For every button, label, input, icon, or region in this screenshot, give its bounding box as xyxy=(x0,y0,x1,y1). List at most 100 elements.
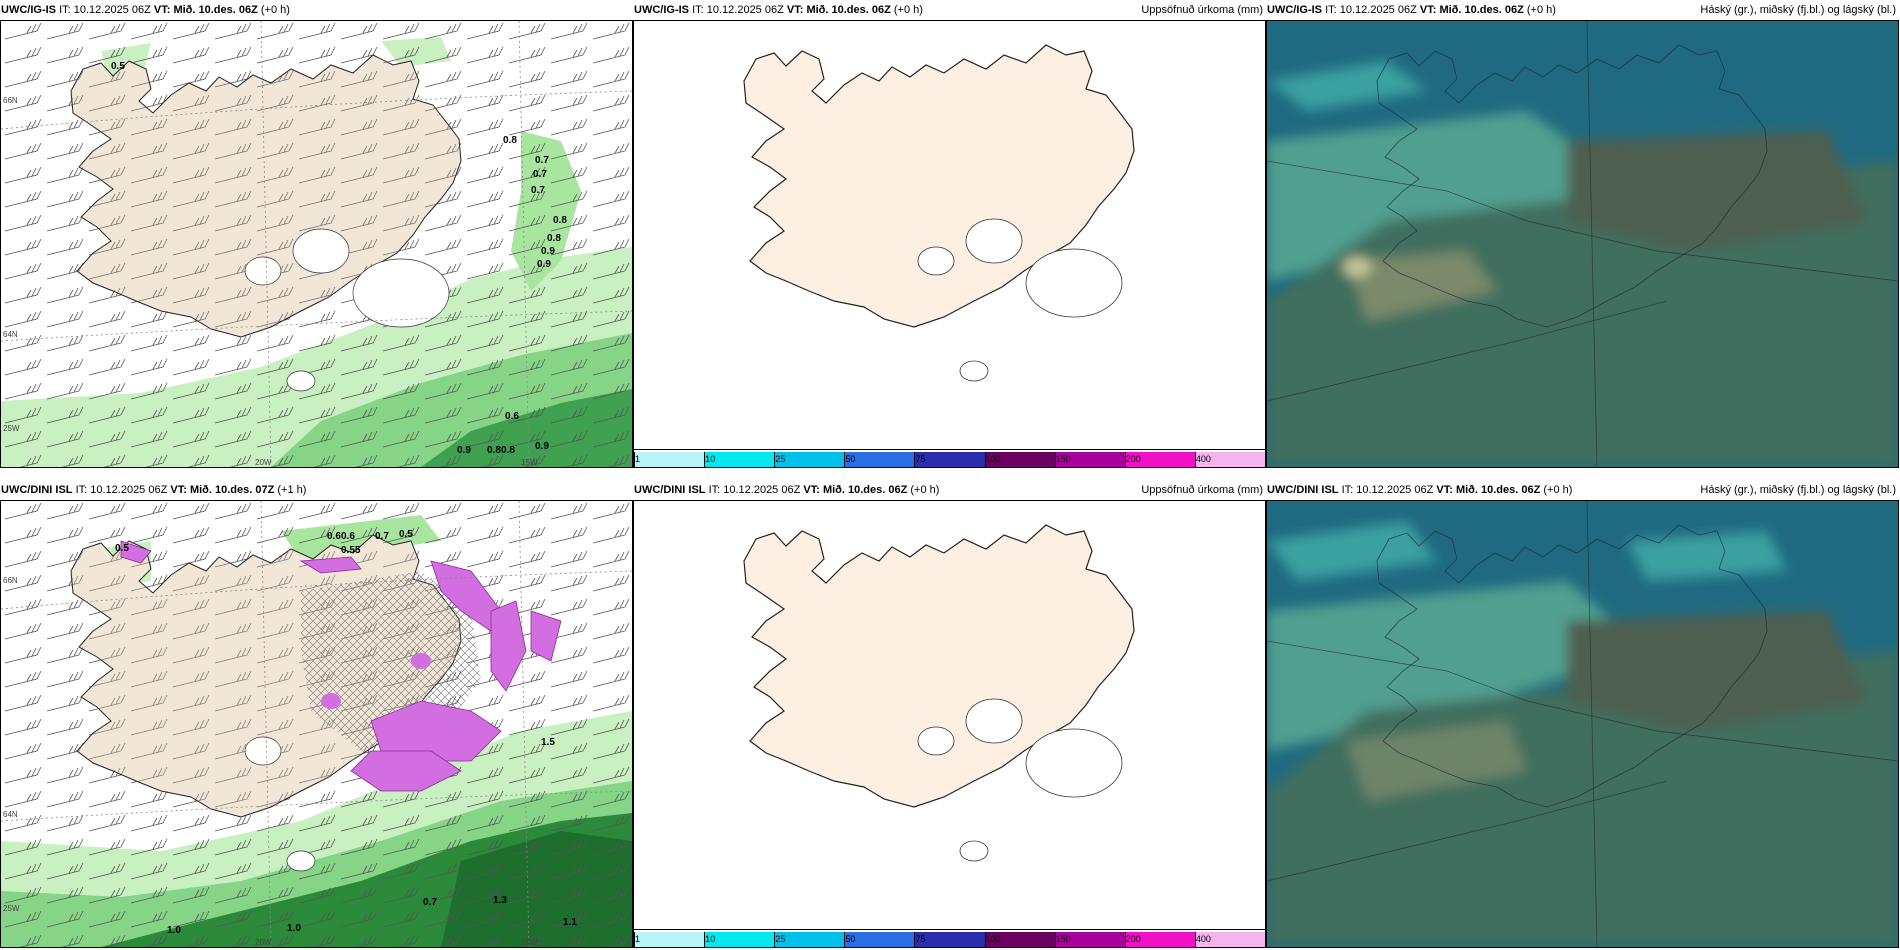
glacier xyxy=(286,370,316,392)
colorbar-tick-label: 25 xyxy=(775,934,786,944)
grid-label: 25W xyxy=(3,424,20,433)
colorbar: 1 10 25 50 75 100 150 200 400 xyxy=(634,929,1265,947)
gridline xyxy=(1267,160,1898,282)
colorbar-tick-label: 200 xyxy=(1125,934,1141,944)
glacier xyxy=(1025,728,1123,798)
value-label: 1.0 xyxy=(287,923,301,934)
value-label: 0.7 xyxy=(535,155,549,166)
colorbar-tick-label: 75 xyxy=(915,934,926,944)
value-label: 0.9 xyxy=(537,259,551,270)
colorbar-swatch xyxy=(844,452,915,467)
gridline xyxy=(1267,780,1668,882)
value-label: 0.7 xyxy=(423,897,437,908)
cloud-map xyxy=(1266,500,1899,948)
colorbar-tick-label: 10 xyxy=(705,454,716,464)
glacier xyxy=(965,218,1023,264)
glacier xyxy=(959,840,989,862)
gridline xyxy=(1267,640,1898,762)
cloud-map-svg xyxy=(1267,21,1898,467)
value-label: 0.55 xyxy=(341,545,361,556)
colorbar-swatch xyxy=(984,452,1055,467)
value-label: 0.8 xyxy=(487,445,501,456)
cloud-map xyxy=(1266,20,1899,468)
gridline xyxy=(1586,501,1598,947)
value-label: 1.0 xyxy=(167,925,181,936)
gridline xyxy=(1,310,632,342)
value-label: 0.9 xyxy=(541,246,555,257)
precip-purple xyxy=(530,610,562,662)
panel-header: UWC/DINI ISL IT: 10.12.2025 06Z VT: Mið.… xyxy=(634,484,1263,496)
value-label: 0.7 xyxy=(375,531,389,542)
colorbar-tick-label: 100 xyxy=(985,454,1001,464)
glacier xyxy=(244,256,282,286)
gridline xyxy=(1267,300,1668,402)
colorbar-tick-label: 75 xyxy=(915,454,926,464)
value-label: 0.8 xyxy=(547,233,561,244)
colorbar-swatch xyxy=(1194,452,1265,467)
gridline xyxy=(1586,21,1598,467)
colorbar-swatch xyxy=(1054,452,1125,467)
gridline xyxy=(260,501,272,947)
grid-label: 15W xyxy=(521,458,538,467)
glacier xyxy=(965,698,1023,744)
value-label: 0.6 xyxy=(341,531,355,542)
gridline xyxy=(1,90,632,130)
panel-header: UWC/DINI ISL IT: 10.12.2025 06Z VT: Mið.… xyxy=(1267,484,1896,496)
colorbar-tick-label: 1 xyxy=(635,934,641,944)
cloud-map-svg xyxy=(1267,501,1898,947)
colorbar-tick-label: 10 xyxy=(705,934,716,944)
value-label: 0.8 xyxy=(503,135,517,146)
value-label: 0.7 xyxy=(531,185,545,196)
glacier xyxy=(286,850,316,872)
colorbar-swatch xyxy=(1124,932,1195,947)
value-label: 0.5 xyxy=(399,529,413,540)
gridline xyxy=(1,790,632,822)
precip-purple xyxy=(120,540,152,564)
colorbar-swatch xyxy=(844,932,915,947)
colorbar-swatch xyxy=(704,932,775,947)
value-label: 0.5 xyxy=(111,61,125,72)
value-label: 1.3 xyxy=(493,895,507,906)
panel-dini-precip: UWC/DINI ISL IT: 10.12.2025 06Z VT: Mið.… xyxy=(633,480,1266,948)
colorbar-tick-label: 1 xyxy=(635,454,641,464)
value-label: 0.8 xyxy=(553,215,567,226)
colorbar-swatch xyxy=(914,932,985,947)
gridline xyxy=(518,21,530,467)
grid-label: 15W xyxy=(521,938,538,947)
precip-map-svg xyxy=(634,501,1265,929)
colorbar-tick-label: 200 xyxy=(1125,454,1141,464)
precip-map-svg xyxy=(634,21,1265,449)
wind-map: 66N 64N 20W 15W 25W 0.5 0.8 0.7 0.7 0.7 … xyxy=(0,20,633,468)
colorbar-swatch xyxy=(984,932,1055,947)
colorbar-swatch xyxy=(634,932,705,947)
precip-purple xyxy=(299,556,362,574)
grid-label: 66N xyxy=(3,96,18,105)
colorbar-swatch xyxy=(704,452,775,467)
precip-purple xyxy=(350,750,462,792)
value-label: 0.9 xyxy=(457,445,471,456)
precip-map: 1 10 25 50 75 100 150 200 400 xyxy=(633,20,1266,468)
panel-ig-precip: UWC/IG-IS IT: 10.12.2025 06Z VT: Mið. 10… xyxy=(633,0,1266,468)
panel-dini-wind: UWC/DINI ISL IT: 10.12.2025 06Z VT: Mið.… xyxy=(0,480,633,948)
grid-label: 25W xyxy=(3,904,20,913)
colorbar: 1 10 25 50 75 100 150 200 400 xyxy=(634,449,1265,467)
panel-ig-wind: UWC/IG-IS IT: 10.12.2025 06Z VT: Mið. 10… xyxy=(0,0,633,468)
colorbar-swatch xyxy=(914,452,985,467)
glacier xyxy=(352,258,450,328)
colorbar-tick-label: 25 xyxy=(775,454,786,464)
colorbar-tick-label: 50 xyxy=(845,934,856,944)
glacier xyxy=(917,246,955,276)
value-label: 0.8 xyxy=(501,445,515,456)
glacier xyxy=(292,228,350,274)
grid-label: 20W xyxy=(255,458,272,467)
glacier xyxy=(244,736,282,766)
colorbar-tick-label: 150 xyxy=(1055,934,1071,944)
value-label: 1.1 xyxy=(563,917,577,928)
value-label: 0.6 xyxy=(505,411,519,422)
panel-header: UWC/IG-IS IT: 10.12.2025 06Z VT: Mið. 10… xyxy=(634,4,1263,16)
colorbar-tick-label: 400 xyxy=(1195,934,1211,944)
panel-header: UWC/IG-IS IT: 10.12.2025 06Z VT: Mið. 10… xyxy=(1,4,290,16)
colorbar-swatch xyxy=(1194,932,1265,947)
grid-label: 66N xyxy=(3,576,18,585)
colorbar-tick-label: 100 xyxy=(985,934,1001,944)
